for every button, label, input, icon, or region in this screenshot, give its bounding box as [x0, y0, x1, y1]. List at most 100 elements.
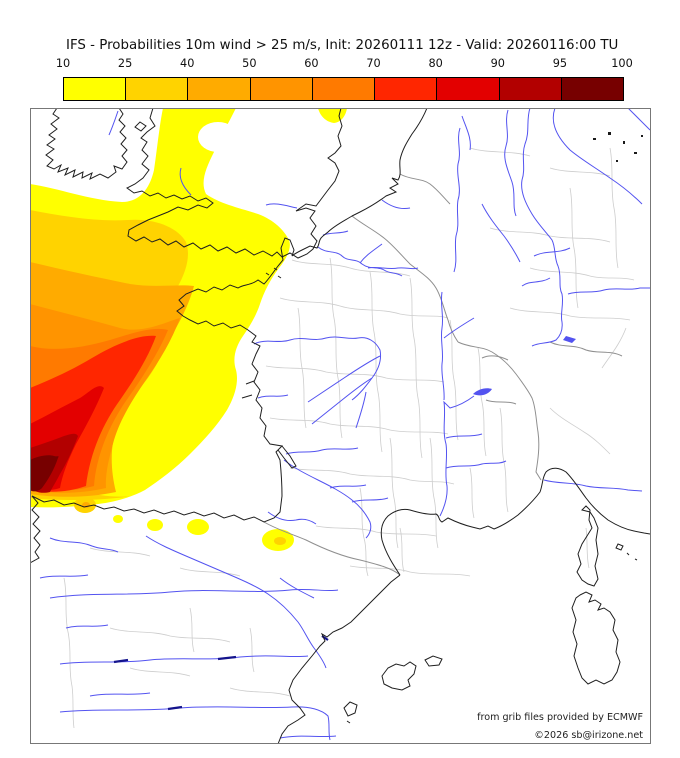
page-title: IFS - Probabilities 10m wind > 25 m/s, I…	[66, 38, 619, 53]
coast-gironde-estuary	[277, 445, 297, 469]
river	[439, 395, 475, 517]
contour-spot-10	[187, 519, 209, 535]
river	[504, 109, 517, 217]
coast-spain-east	[277, 574, 401, 744]
map-panel: from grib files provided by ECMWF ©2026 …	[30, 108, 651, 744]
country-borders	[263, 173, 623, 576]
river	[481, 203, 521, 263]
river	[49, 537, 119, 553]
contour-spot-10	[147, 519, 163, 531]
river	[445, 460, 507, 469]
attribution: from grib files provided by ECMWF ©2026 …	[477, 712, 643, 741]
colorbar-segment	[249, 78, 312, 100]
river	[89, 692, 151, 697]
river	[317, 246, 403, 277]
river	[265, 203, 298, 209]
colorbar-segment	[187, 78, 250, 100]
river	[521, 108, 564, 347]
tick-label: 100	[611, 57, 633, 70]
river	[567, 287, 650, 295]
tick-label: 95	[552, 57, 568, 70]
colorbar-segment	[374, 78, 437, 100]
river	[285, 447, 359, 455]
river	[49, 588, 339, 599]
border-switzerland	[481, 355, 517, 405]
rivers	[39, 108, 651, 741]
river	[279, 735, 337, 739]
coast-elba-islands	[615, 543, 638, 561]
tick-label: 50	[242, 57, 257, 70]
tick-label: 80	[428, 57, 443, 70]
river	[59, 655, 309, 665]
river	[283, 459, 372, 539]
river	[329, 484, 367, 489]
river	[307, 355, 381, 403]
coast-great-britain	[126, 108, 343, 259]
contour-spot-25	[274, 537, 286, 545]
tick-label: 60	[304, 57, 319, 70]
coast-ibiza	[343, 701, 358, 724]
tick-label: 25	[117, 57, 133, 70]
contour-band-95	[30, 455, 59, 492]
probability-contours	[30, 108, 347, 551]
river	[359, 243, 383, 264]
contour-patch-10-north	[318, 108, 347, 123]
colorbar-segment	[64, 78, 126, 100]
coast-france-mediterranean	[380, 467, 651, 576]
river	[39, 574, 89, 579]
attribution-line2: ©2026 sb@irizone.net	[534, 730, 643, 741]
coast-mallorca	[381, 661, 417, 691]
river	[440, 291, 445, 401]
reservoir	[167, 705, 183, 711]
river	[311, 377, 373, 425]
colorbar-tick-labels: 10 25 40 50 60 70 80 90 95 100	[56, 57, 633, 73]
wales-land-hole	[198, 122, 238, 152]
coast-anglesey	[134, 121, 147, 132]
small-lakes	[593, 132, 643, 162]
coast-channel-islands	[265, 267, 282, 279]
coastlines	[30, 108, 651, 744]
river	[59, 706, 331, 741]
river	[65, 624, 109, 629]
river	[179, 167, 192, 196]
river	[145, 535, 327, 669]
tick-label: 40	[180, 57, 195, 70]
reservoirs	[113, 635, 329, 711]
river	[351, 497, 389, 503]
coast-re-oleron	[241, 380, 255, 399]
reservoir	[217, 655, 237, 661]
coast-corsica	[576, 505, 599, 587]
border-netherlands-germany	[399, 173, 451, 205]
river	[257, 394, 289, 399]
colorbar	[63, 77, 624, 101]
tick-label: 90	[490, 57, 505, 70]
colorbar-segment	[436, 78, 499, 100]
lake-geneva	[473, 388, 492, 396]
border-germany-switzerland	[549, 341, 623, 357]
river	[543, 479, 643, 492]
river	[381, 199, 411, 209]
river	[533, 247, 571, 257]
river	[443, 317, 475, 339]
river	[367, 266, 419, 270]
river	[279, 577, 315, 599]
border-france-italy	[457, 341, 542, 481]
border-pyrenees	[263, 521, 401, 576]
colorbar-segment	[498, 78, 561, 100]
river	[627, 108, 651, 131]
attribution-line1: from grib files provided by ECMWF	[477, 712, 643, 723]
river	[445, 433, 483, 439]
admin-borders	[63, 147, 635, 729]
border-france-northeast	[351, 215, 459, 343]
river	[453, 127, 461, 273]
coast-menorca	[424, 655, 443, 667]
colorbar-segment	[560, 78, 623, 100]
colorbar-segment	[125, 78, 188, 100]
lakes	[473, 336, 576, 396]
contour-spot-10	[113, 515, 123, 523]
tick-label: 70	[366, 57, 381, 70]
reservoir	[113, 658, 129, 664]
colorbar-segment	[311, 78, 375, 100]
coast-continent-north	[30, 108, 428, 564]
coast-sardinia	[571, 591, 621, 685]
